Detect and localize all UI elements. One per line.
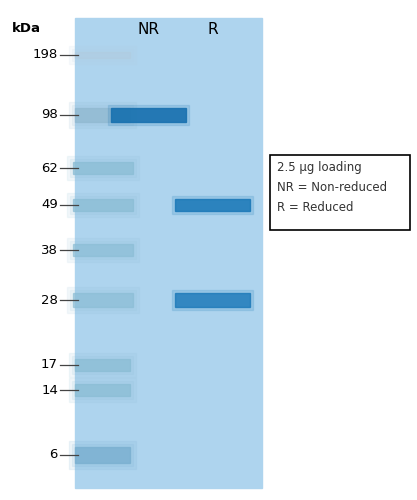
Bar: [75, 447, 131, 463]
Bar: [70, 353, 136, 377]
Bar: [75, 52, 131, 58]
Bar: [111, 108, 186, 122]
Text: 49: 49: [41, 198, 58, 211]
Text: kDa: kDa: [12, 22, 41, 35]
Text: NR: NR: [138, 22, 160, 37]
Bar: [70, 290, 136, 310]
Bar: [75, 384, 131, 396]
Bar: [73, 105, 133, 125]
Text: 198: 198: [33, 48, 58, 62]
Text: 38: 38: [41, 244, 58, 256]
Bar: [73, 356, 133, 374]
Bar: [173, 196, 254, 214]
Bar: [67, 238, 139, 262]
Text: 6: 6: [50, 448, 58, 462]
Bar: [70, 196, 136, 214]
Bar: [75, 108, 131, 122]
Bar: [73, 49, 133, 61]
Bar: [70, 441, 136, 469]
Bar: [70, 378, 136, 402]
Bar: [70, 241, 136, 259]
Bar: [176, 293, 251, 307]
Bar: [67, 287, 139, 313]
Bar: [67, 156, 139, 180]
Bar: [75, 18, 262, 488]
Text: 17: 17: [41, 358, 58, 372]
Bar: [73, 293, 133, 307]
Text: 98: 98: [41, 108, 58, 122]
Bar: [67, 193, 139, 217]
Text: 28: 28: [41, 294, 58, 306]
Text: 62: 62: [41, 162, 58, 174]
Bar: [75, 359, 131, 371]
Text: R: R: [208, 22, 219, 37]
Bar: [70, 159, 136, 177]
Bar: [108, 105, 189, 125]
Bar: [73, 199, 133, 211]
Bar: [73, 162, 133, 174]
Bar: [73, 244, 133, 256]
Bar: [173, 290, 254, 310]
Bar: [70, 46, 136, 64]
Text: 14: 14: [41, 384, 58, 396]
Bar: [270, 155, 410, 230]
Bar: [73, 444, 133, 466]
Bar: [176, 199, 251, 211]
Bar: [70, 102, 136, 128]
Text: 2.5 μg loading
NR = Non-reduced
R = Reduced: 2.5 μg loading NR = Non-reduced R = Redu…: [277, 161, 387, 214]
Bar: [73, 381, 133, 399]
